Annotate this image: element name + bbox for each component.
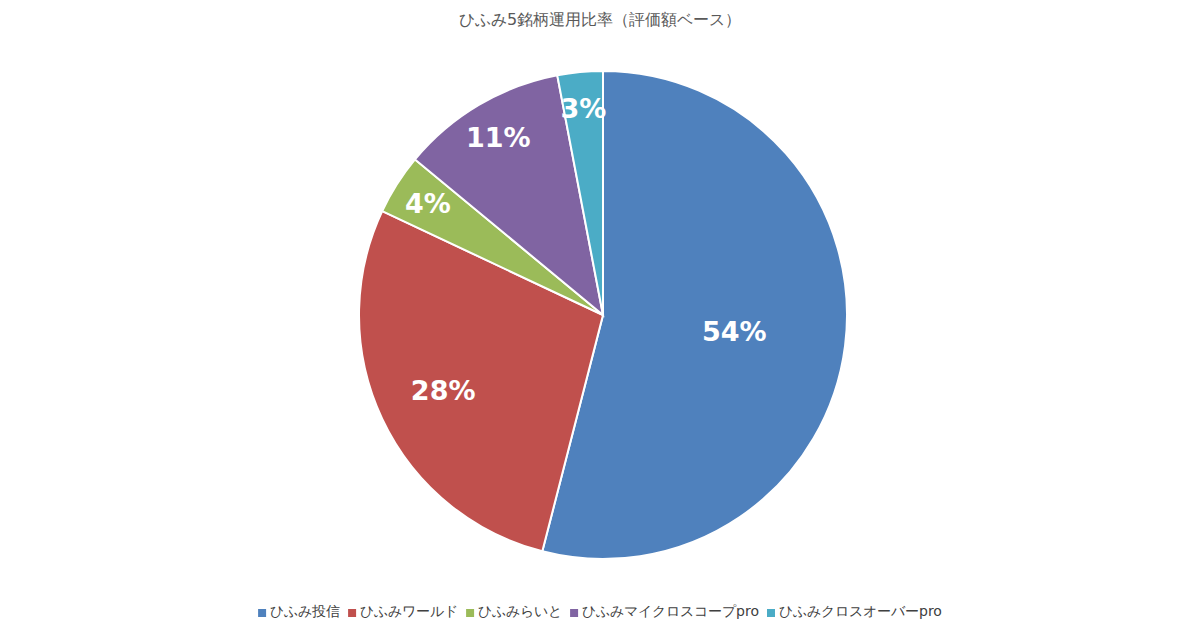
legend-item: ひふみクロスオーバーpro xyxy=(767,603,942,619)
legend-swatch xyxy=(348,609,356,617)
legend-label: ひふみクロスオーバーpro xyxy=(779,603,942,619)
legend-swatch xyxy=(466,609,474,617)
data-label: 3% xyxy=(561,93,607,124)
legend-swatch xyxy=(570,609,578,617)
pie xyxy=(359,71,847,559)
legend-swatch xyxy=(767,609,775,617)
legend-label: ひふみ投信 xyxy=(270,603,340,619)
data-label: 54% xyxy=(702,316,767,347)
legend-label: ひふみマイクロスコープpro xyxy=(582,603,759,619)
legend: ひふみ投信 ひふみワールド ひふみらいと ひふみマイクロスコープpro ひふみクロスオー… xyxy=(258,603,942,619)
data-labels: 54% 28% 4% 11% 3% xyxy=(405,93,767,406)
data-label: 11% xyxy=(466,122,531,153)
legend-item: ひふみ投信 xyxy=(258,603,340,619)
legend-label: ひふみらいと xyxy=(478,603,562,619)
legend-label: ひふみワールド xyxy=(360,603,458,619)
data-label: 4% xyxy=(405,188,451,219)
legend-item: ひふみらいと xyxy=(466,603,562,619)
legend-swatch xyxy=(258,609,266,617)
legend-item: ひふみワールド xyxy=(348,603,458,619)
chart: ひふみ5銘柄運用比率（評価額ベース） 54% 28% 4% 11% 3% ひふみ投信 ひふみワ… xyxy=(0,0,1200,630)
data-label: 28% xyxy=(411,375,476,406)
title: ひふみ5銘柄運用比率（評価額ベース） xyxy=(459,10,741,29)
legend-item: ひふみマイクロスコープpro xyxy=(570,603,759,619)
